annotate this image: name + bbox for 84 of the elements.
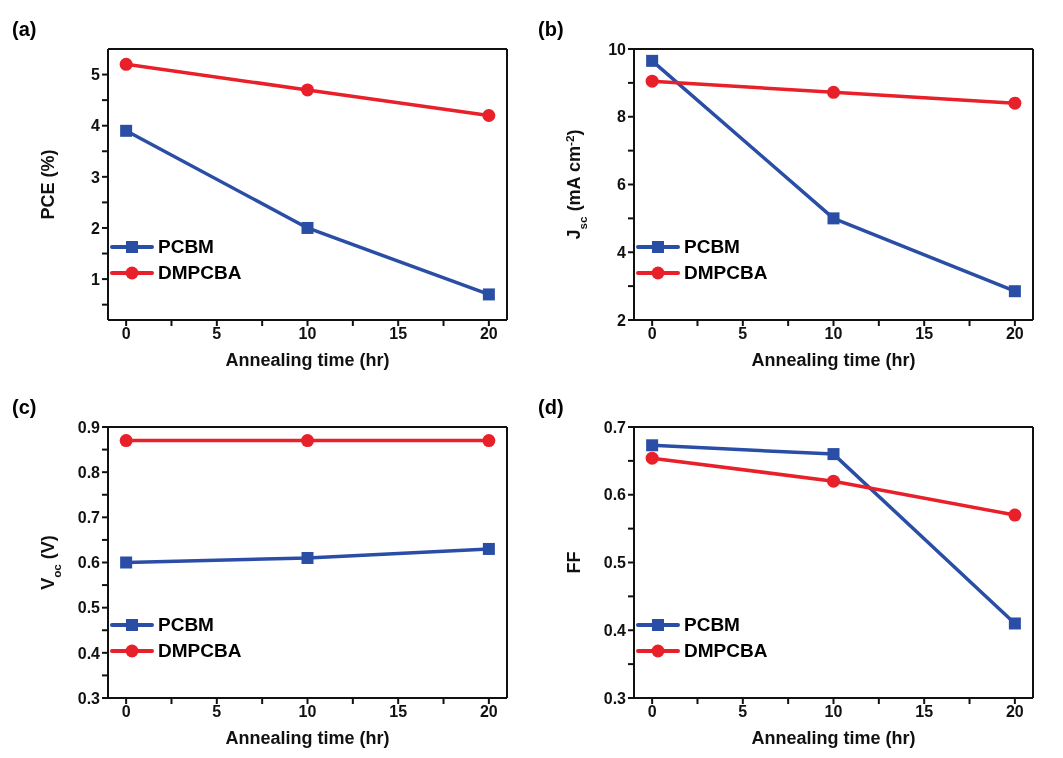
y-tick-label: 0.3 bbox=[77, 689, 101, 707]
x-tick-label: 10 bbox=[298, 703, 317, 721]
point bbox=[482, 434, 496, 448]
point bbox=[827, 212, 840, 225]
y-axis-title: PCE (%) bbox=[38, 149, 58, 220]
y-tick-label: 5 bbox=[91, 66, 101, 84]
x-tick-label: 0 bbox=[647, 703, 657, 721]
point bbox=[119, 434, 133, 448]
y-tick-label: 2 bbox=[617, 311, 627, 329]
point bbox=[1008, 617, 1021, 630]
point bbox=[301, 551, 314, 564]
x-axis-title: Annealing time (hr) bbox=[751, 350, 916, 370]
x-tick-label: 0 bbox=[121, 325, 131, 343]
y-tick-label: 0.9 bbox=[77, 418, 101, 436]
x-tick-label: 15 bbox=[389, 703, 408, 721]
point bbox=[482, 108, 496, 122]
point bbox=[646, 439, 659, 452]
y-tick-label: 0.7 bbox=[603, 418, 627, 436]
y-tick-label: 0.6 bbox=[603, 486, 627, 504]
chart-title: (a) bbox=[12, 18, 37, 41]
y-tick-label: 0.5 bbox=[603, 554, 627, 572]
legend-label: DMPCBA bbox=[684, 640, 768, 662]
y-tick-label: 0.8 bbox=[77, 463, 101, 481]
y-tick-label: 0.6 bbox=[77, 554, 101, 572]
legend-label: PCBM bbox=[158, 614, 214, 636]
point bbox=[645, 74, 659, 88]
x-axis-title: Annealing time (hr) bbox=[225, 728, 390, 748]
y-tick-label: 0.5 bbox=[77, 599, 101, 617]
y-tick-label: 0.4 bbox=[603, 621, 627, 639]
point bbox=[827, 448, 840, 461]
x-tick-label: 5 bbox=[212, 325, 222, 343]
y-tick-label: 0.3 bbox=[603, 689, 627, 707]
point bbox=[646, 54, 659, 67]
x-tick-label: 5 bbox=[738, 325, 748, 343]
point bbox=[301, 221, 314, 234]
x-tick-label: 15 bbox=[915, 703, 934, 721]
y-tick-label: 10 bbox=[608, 40, 627, 58]
x-tick-label: 20 bbox=[1005, 703, 1024, 721]
y-tick-label: 8 bbox=[617, 108, 627, 126]
x-tick-label: 20 bbox=[479, 703, 498, 721]
y-axis-title: FF bbox=[564, 551, 584, 574]
x-tick-label: 0 bbox=[121, 703, 131, 721]
point bbox=[119, 57, 133, 71]
legend-label: DMPCBA bbox=[158, 262, 242, 284]
chart-title: (b) bbox=[538, 18, 564, 41]
y-tick-label: 1 bbox=[91, 270, 101, 288]
point bbox=[827, 85, 840, 99]
y-tick-label: 0.4 bbox=[77, 644, 101, 662]
chart-title: (c) bbox=[12, 396, 37, 419]
x-tick-label: 0 bbox=[647, 325, 657, 343]
x-axis-title: Annealing time (hr) bbox=[225, 350, 390, 370]
point bbox=[301, 434, 314, 448]
point bbox=[645, 451, 659, 465]
y-tick-label: 2 bbox=[91, 219, 101, 237]
y-tick-label: 3 bbox=[91, 168, 101, 186]
point bbox=[120, 124, 133, 137]
legend-label: PCBM bbox=[158, 236, 214, 258]
point bbox=[120, 556, 133, 569]
legend-label: DMPCBA bbox=[158, 640, 242, 662]
y-tick-label: 0.7 bbox=[77, 509, 101, 527]
legend-label: DMPCBA bbox=[684, 262, 768, 284]
x-tick-label: 15 bbox=[389, 325, 408, 343]
x-tick-label: 20 bbox=[1005, 325, 1024, 343]
x-tick-label: 10 bbox=[824, 703, 843, 721]
x-tick-label: 20 bbox=[479, 325, 498, 343]
y-tick-label: 4 bbox=[617, 243, 627, 261]
x-tick-label: 10 bbox=[824, 325, 843, 343]
point bbox=[301, 83, 314, 97]
point bbox=[1008, 96, 1022, 110]
chart-title: (d) bbox=[538, 396, 564, 419]
legend-label: PCBM bbox=[684, 614, 740, 636]
point bbox=[1008, 285, 1021, 298]
point bbox=[827, 474, 840, 488]
legend-label: PCBM bbox=[684, 236, 740, 258]
y-tick-label: 6 bbox=[617, 176, 627, 194]
y-tick-label: 4 bbox=[91, 117, 101, 135]
point bbox=[1008, 508, 1022, 522]
point bbox=[482, 288, 495, 301]
x-tick-label: 15 bbox=[915, 325, 934, 343]
x-tick-label: 5 bbox=[212, 703, 222, 721]
x-tick-label: 10 bbox=[298, 325, 317, 343]
x-axis-title: Annealing time (hr) bbox=[751, 728, 916, 748]
point bbox=[482, 542, 495, 555]
x-tick-label: 5 bbox=[738, 703, 748, 721]
